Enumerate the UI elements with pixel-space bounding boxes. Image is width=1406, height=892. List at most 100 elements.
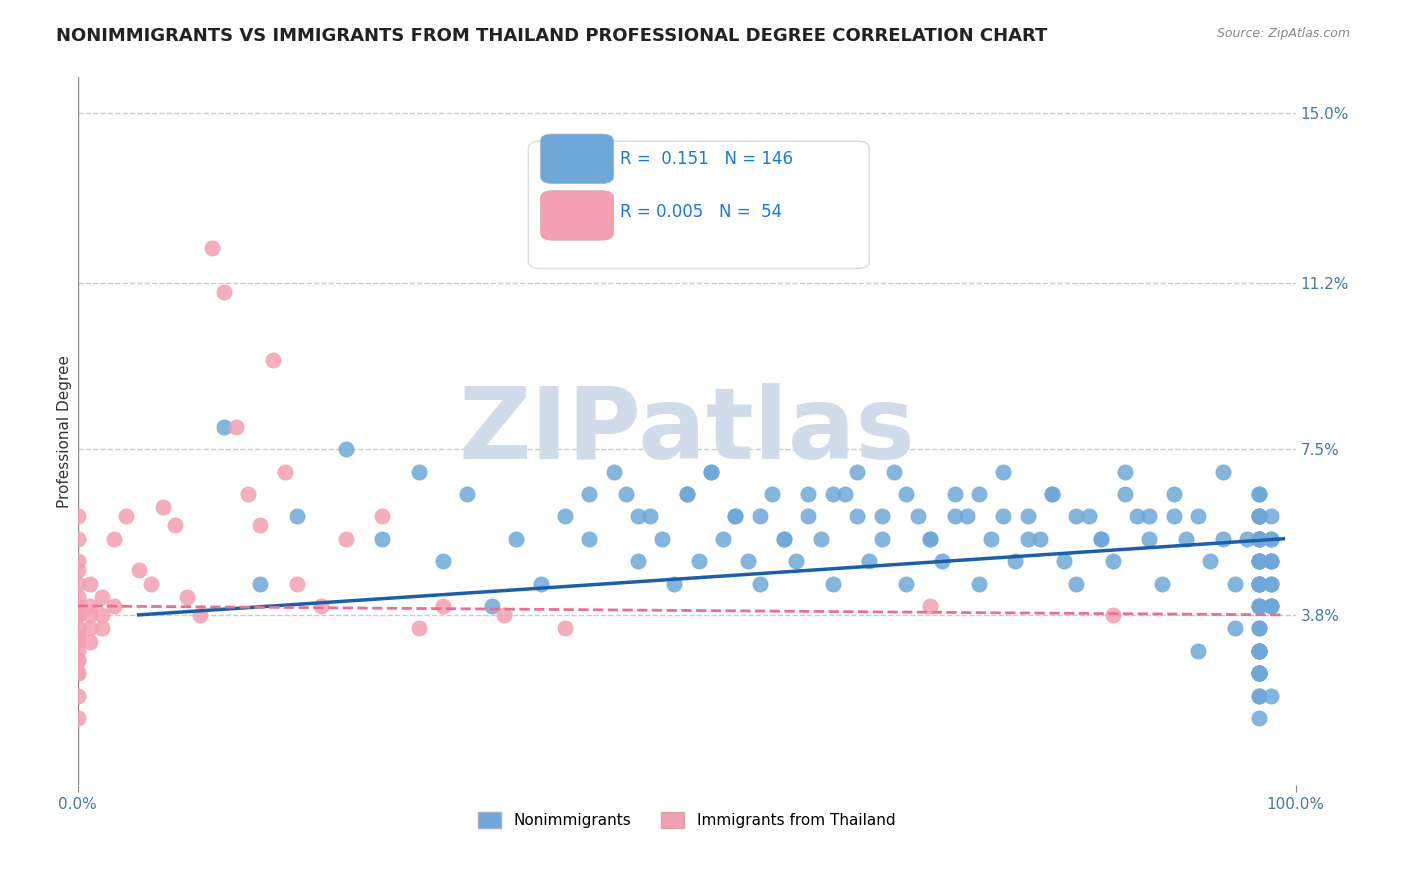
Point [66,630,89,644]
Point [1247,644,1270,658]
Point [1247,554,1270,568]
Point [115,509,138,524]
Point [335,532,357,546]
Point [79,599,101,613]
Point [858,554,880,568]
Point [1247,666,1270,681]
Point [1247,666,1270,681]
FancyBboxPatch shape [540,191,613,240]
Point [956,509,979,524]
Point [1247,509,1270,524]
Point [773,532,796,546]
Point [578,487,600,501]
Point [481,599,503,613]
Point [1175,532,1198,546]
Point [748,576,770,591]
Point [748,509,770,524]
Point [225,419,247,434]
Point [1247,666,1270,681]
Point [212,419,235,434]
Point [846,465,869,479]
Point [1247,554,1270,568]
Point [285,576,308,591]
Point [1187,509,1209,524]
Point [1040,487,1063,501]
FancyBboxPatch shape [529,141,869,268]
Point [907,509,929,524]
Point [1236,532,1258,546]
Point [66,554,89,568]
Point [1163,509,1185,524]
Point [578,532,600,546]
Point [1260,599,1282,613]
Point [1223,621,1246,635]
Point [1260,532,1282,546]
Point [1247,487,1270,501]
Point [1247,666,1270,681]
Point [1223,576,1246,591]
Point [724,509,747,524]
Point [1247,532,1270,546]
Point [1247,599,1270,613]
Point [883,465,905,479]
Text: R = 0.005   N =  54: R = 0.005 N = 54 [620,202,782,221]
Point [810,532,832,546]
Point [66,621,89,635]
Point [785,554,807,568]
Point [943,487,966,501]
Point [1247,599,1270,613]
Point [66,563,89,577]
Point [920,599,942,613]
Point [1247,576,1270,591]
Point [638,509,661,524]
Point [274,465,297,479]
Point [834,487,856,501]
Point [967,576,990,591]
Point [920,532,942,546]
Point [1247,644,1270,658]
Point [1090,532,1112,546]
Point [66,666,89,681]
Text: ZIPatlas: ZIPatlas [458,383,915,480]
Point [1247,621,1270,635]
Point [249,518,271,533]
Point [1247,644,1270,658]
Point [492,607,515,622]
Point [1247,509,1270,524]
Point [870,532,893,546]
Point [761,487,783,501]
Point [1247,576,1270,591]
Point [66,599,89,613]
Point [1150,576,1173,591]
Point [456,487,478,501]
Point [773,532,796,546]
Point [66,644,89,658]
Point [993,509,1015,524]
Point [711,532,734,546]
Point [139,576,162,591]
Point [432,599,454,613]
Point [614,487,637,501]
Point [1040,487,1063,501]
Point [66,653,89,667]
Point [602,465,624,479]
Point [1247,644,1270,658]
Point [1260,576,1282,591]
Point [1247,487,1270,501]
Point [505,532,527,546]
Point [651,532,673,546]
Text: R =  0.151   N = 146: R = 0.151 N = 146 [620,150,793,168]
Point [79,607,101,622]
Point [1260,532,1282,546]
Point [1247,576,1270,591]
FancyBboxPatch shape [540,134,613,184]
Point [66,509,89,524]
Point [103,599,125,613]
Point [1247,576,1270,591]
Point [335,442,357,457]
Point [66,532,89,546]
Point [1077,509,1099,524]
Point [1090,532,1112,546]
Point [262,352,284,367]
Point [1247,532,1270,546]
